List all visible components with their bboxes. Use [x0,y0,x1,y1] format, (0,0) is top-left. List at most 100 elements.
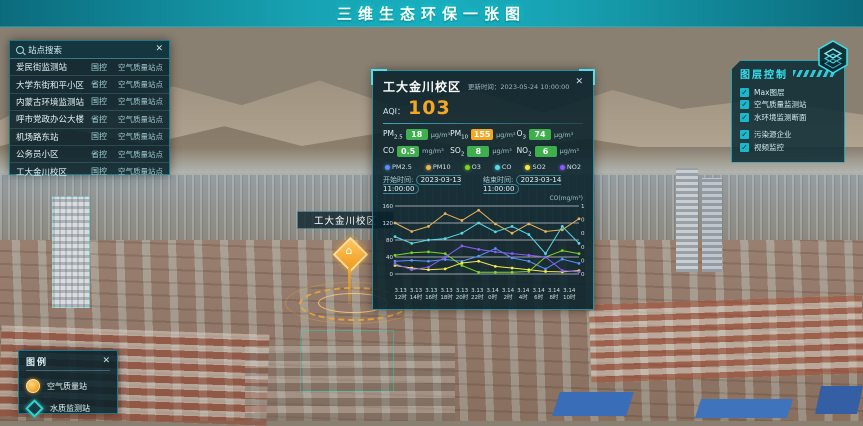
checkbox-checked-icon[interactable]: ✓ [740,142,749,152]
station-level: 省控 [91,80,107,90]
pollutant-unit: μg/m³ [553,130,574,139]
pollutant-value-badge: 18 [405,129,428,141]
svg-text:0: 0 [581,272,585,278]
station-panel-close-icon[interactable]: ✕ [155,44,163,54]
svg-text:0.8: 0.8 [581,218,585,224]
divider [383,123,583,124]
x-axis-label: 3.14 0时 [485,288,500,302]
legend-close-icon[interactable]: ✕ [102,356,110,366]
svg-text:40: 40 [386,255,393,261]
series-legend-label: PM2.5 [392,163,412,171]
x-axis-label: 3.14 8时 [546,288,561,302]
pollutant-cell: O3 74 μg/m³ [517,129,583,141]
layer-control-panel: 图层控制 ✓ Max图层 ✓ 空气质量监测站 ✓ 水环境监测断面 ✓ 污染源企业 ✓ 视频监控 [731,60,845,163]
x-label-time: 20时 [455,294,469,301]
apartment-blocks-right [588,295,863,383]
x-label-time: 8时 [549,294,559,301]
start-time-value[interactable]: 2023-03-13 11:00:00 [383,175,462,194]
layer-item-label: 污染源企业 [754,130,792,140]
station-row[interactable]: 大学东街和平小区 省控 空气质量站点 [10,76,169,94]
series-legend-item[interactable]: O3 [464,163,481,171]
series-legend-item[interactable]: PM10 [425,163,451,171]
x-label-date: 3.14 [517,288,530,294]
station-search-header: 站点搜索 ✕ [10,41,169,59]
checkbox-checked-icon[interactable]: ✓ [740,87,749,97]
layer-item[interactable]: ✓ 视频监控 [740,141,836,154]
x-label-time: 6时 [534,294,544,301]
x-axis-label: 3.13 22时 [470,288,485,302]
pollutant-value-badge: 8 [467,145,490,157]
hatch-stripes-decoration [793,70,836,77]
x-label-date: 3.14 [501,288,515,294]
x-label-time: 22时 [471,294,484,301]
start-time: 开始时间: 2023-03-13 11:00:00 [383,175,483,194]
station-row[interactable]: 爱民街监测站 国控 空气质量站点 [10,59,169,77]
checkbox-checked-icon[interactable]: ✓ [740,100,749,110]
station-name: 公务员小区 [16,150,59,161]
series-legend-item[interactable]: PM2.5 [385,163,412,171]
layer-item-label: 水环境监测断面 [754,112,807,122]
svg-text:160: 160 [383,204,393,210]
tower-right-2 [702,178,722,272]
station-name: 工大金川校区 [16,167,68,178]
pollutant-value-badge: 155 [471,129,494,141]
detail-close-icon[interactable]: ✕ [575,77,583,87]
svg-text:0.4: 0.4 [581,245,585,251]
pollutant-value-badge: 74 [528,129,551,141]
x-axis-label: 3.13 20时 [454,288,469,302]
series-color-dot [525,164,531,170]
layer-panel-header: 图层控制 [740,66,836,81]
station-row[interactable]: 工大金川校区 国控 空气质量站点 [10,163,169,181]
station-search-panel: 站点搜索 ✕ 爱民街监测站 国控 空气质量站点 大学东街和平小区 省控 空气质量站点 内蒙古… [9,40,170,181]
layer-item[interactable]: ✓ 空气质量监测站 [740,99,836,112]
x-axis-label: 3.13 12时 [393,288,408,302]
layer-item[interactable]: ✓ 水环境监测断面 [740,111,836,124]
series-color-dot [385,164,390,170]
x-label-date: 3.13 [455,288,469,294]
station-row[interactable]: 呼市党政办公大楼 省控 空气质量站点 [10,111,169,129]
pollutant-unit: μg/m³ [496,130,516,139]
search-icon [16,45,24,54]
update-time-label: 更新时间： [467,83,501,91]
update-time-value: 2023-05-24 10:00:00 [500,83,570,91]
pollutant-subscript: 2 [460,151,465,157]
station-row[interactable]: 公务员小区 省控 空气质量站点 [10,146,169,164]
station-detail-panel: 工大金川校区 更新时间：2023-05-24 10:00:00 ✕ AQI： 1… [371,69,595,310]
checkbox-checked-icon[interactable]: ✓ [740,112,749,122]
end-time-value[interactable]: 2023-03-14 11:00:00 [483,175,562,194]
blue-roof-1 [552,392,634,416]
pollutant-subscript: 10 [461,134,469,141]
layers-hexagon-icon[interactable] [816,40,850,74]
series-legend-item[interactable]: SO2 [525,163,546,171]
layer-item[interactable]: ✓ 污染源企业 [740,129,836,142]
station-type: 空气质量站点 [118,80,163,90]
checkbox-checked-icon[interactable]: ✓ [740,130,749,140]
legend-item: 空气质量站 [26,379,110,393]
marker-glyph: ⌂ [345,244,353,257]
pollutant-subscript: 3 [522,134,526,141]
x-label-date: 3.13 [409,288,423,294]
detail-header: 工大金川校区 更新时间：2023-05-24 10:00:00 ✕ [383,78,583,95]
pollutant-symbol: NO [516,145,529,155]
blue-roof-3 [815,386,863,414]
series-legend-item[interactable]: CO [494,163,512,171]
x-axis-label: 3.14 6时 [531,288,546,302]
air-station-marker-icon[interactable]: ⌂ [332,236,369,273]
x-axis-label: 3.13 16时 [424,288,439,302]
series-color-dot [425,164,431,170]
station-type: 空气质量站点 [118,167,163,177]
pollutant-name: CO [383,146,394,158]
layer-item[interactable]: ✓ Max图层 [740,86,836,99]
series-color-dot [559,164,565,170]
building-wireframe-1 [300,330,394,392]
series-legend-item[interactable]: NO2 [559,163,581,171]
x-label-time: 0时 [488,294,498,301]
station-row[interactable]: 机场路东站 国控 空气质量站点 [10,129,169,146]
chart-x-axis-labels: 3.13 12时 3.13 14时 3.13 16时 3.13 18时 3.13 20时 3.13 2… [393,288,577,302]
station-type: 空气质量站点 [118,132,163,142]
station-type: 空气质量站点 [118,62,163,72]
station-level: 省控 [91,149,107,159]
svg-text:0: 0 [390,272,394,278]
station-row[interactable]: 内蒙古环境监测站 国控 空气质量站点 [10,94,169,112]
